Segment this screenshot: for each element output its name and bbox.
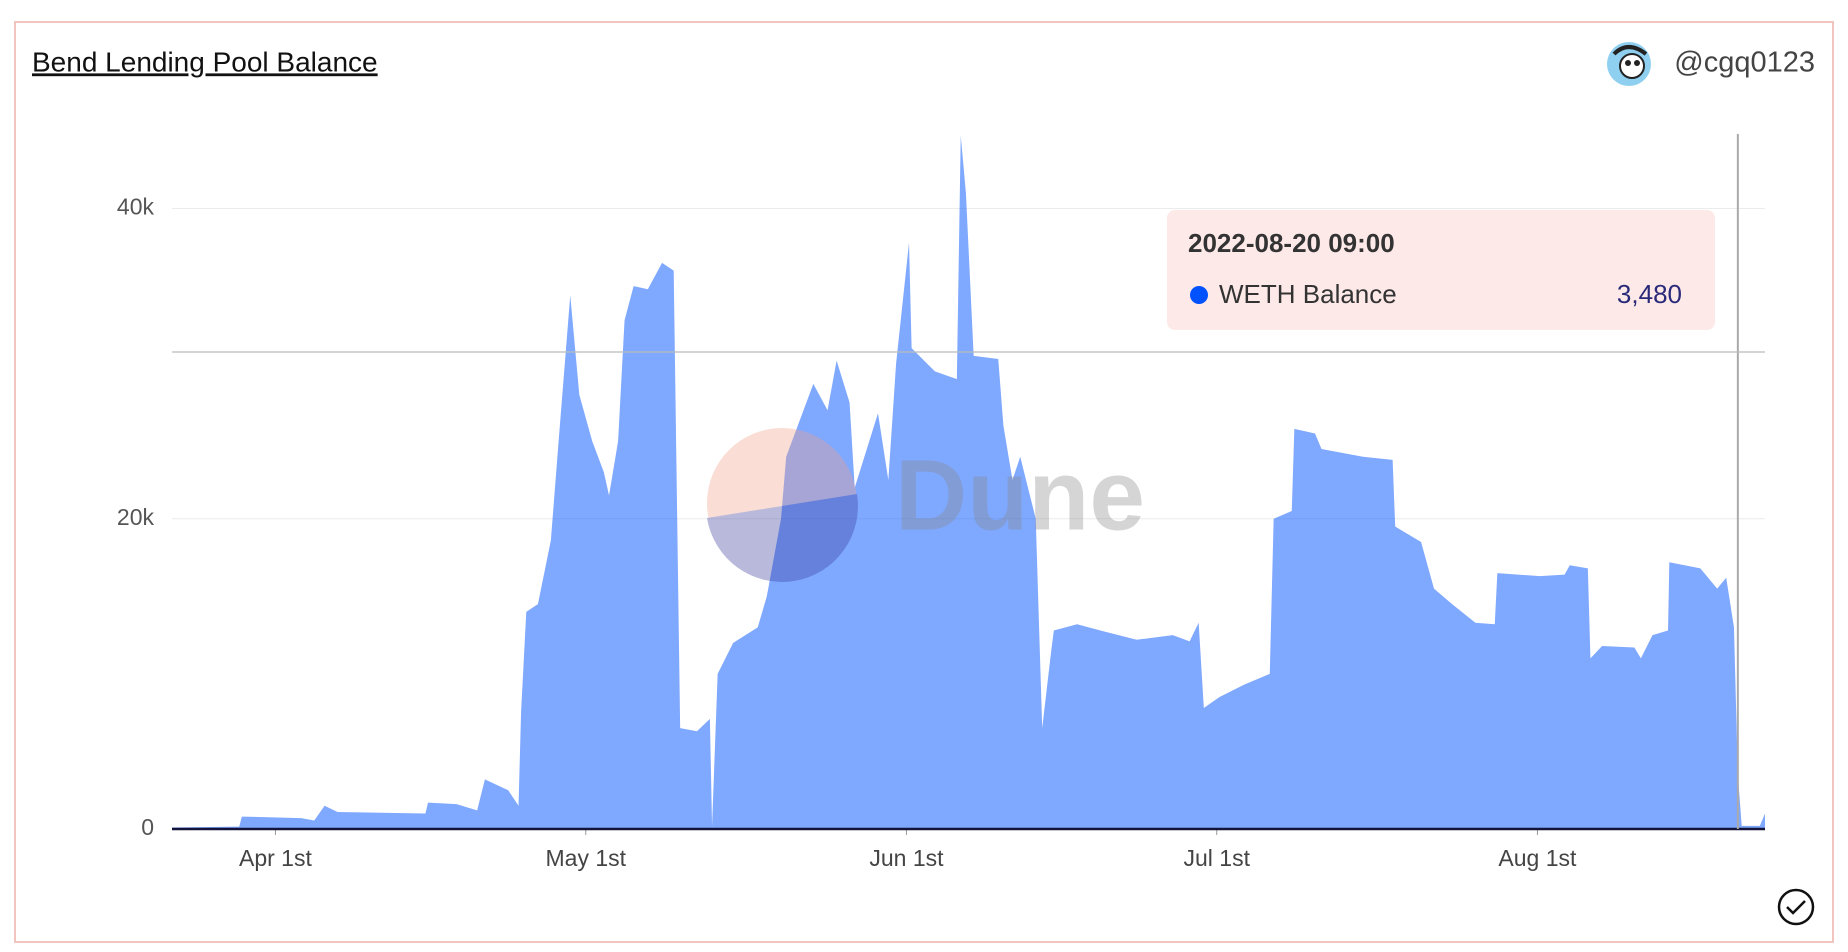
tooltip-value: 3,480 [1617, 279, 1682, 309]
check-icon[interactable] [1777, 888, 1815, 926]
tooltip-dot [1190, 286, 1208, 304]
y-tick-label: 40k [117, 194, 155, 220]
tooltip-series: WETH Balance [1219, 279, 1397, 309]
watermark: Dune [707, 428, 1145, 582]
chart-title[interactable]: Bend Lending Pool Balance [32, 46, 378, 77]
tooltip-date: 2022-08-20 09:00 [1188, 228, 1395, 258]
x-tick-label: Aug 1st [1498, 845, 1577, 871]
watermark-logo [707, 428, 857, 578]
watermark-logo-half [707, 494, 858, 582]
plot: 0 20k 40k Apr 1st May 1st Jun 1st Jul 1st Aug 1… [117, 134, 1765, 871]
tooltip-box [1167, 210, 1715, 330]
author-avatar[interactable] [1607, 42, 1651, 86]
x-tick-label: Apr 1st [239, 845, 312, 871]
area [172, 135, 1765, 830]
y-tick-label: 20k [117, 504, 155, 530]
x-tick-label: Jun 1st [869, 845, 944, 871]
x-tick-label: May 1st [546, 845, 627, 871]
y-tick-label: 0 [141, 814, 154, 840]
x-tick-label: Jul 1st [1184, 845, 1251, 871]
author[interactable]: @cgq0123 [1674, 47, 1815, 79]
watermark-text: Dune [895, 439, 1145, 551]
